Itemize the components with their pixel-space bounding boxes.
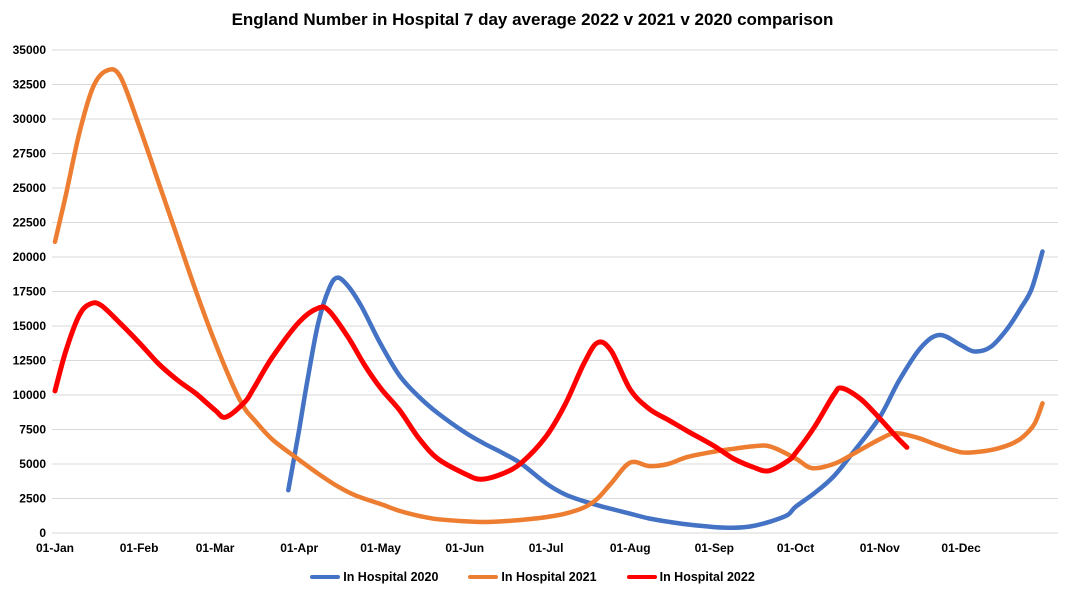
- legend-item-in-hospital-2021: In Hospital 2021: [468, 570, 597, 584]
- line-chart: 0 2500 5000 7500 10000 12500 15000 17500 20000 22…: [13, 43, 1058, 555]
- x-tick-label: 01-Feb: [120, 541, 159, 555]
- y-tick-label: 25000: [13, 181, 47, 195]
- y-tick-label: 10000: [13, 388, 47, 402]
- x-axis-labels: 01-Jan 01-Feb 01-Mar 01-Apr 01-May 01-Jun 01-J…: [36, 541, 981, 555]
- series-line-in-hospital-2021: [52, 66, 1045, 525]
- chart-legend: In Hospital 2020 In Hospital 2021 In Hospi…: [0, 570, 1065, 584]
- y-tick-label: 22500: [13, 216, 47, 230]
- x-tick-label: 01-Jan: [36, 541, 74, 555]
- x-tick-label: 01-Sep: [695, 541, 734, 555]
- legend-label: In Hospital 2021: [501, 570, 597, 584]
- x-tick-label: 01-Apr: [280, 541, 318, 555]
- legend-swatch-icon: [468, 575, 499, 579]
- series-lines: [52, 66, 1045, 531]
- y-tick-label: 20000: [13, 250, 47, 264]
- x-tick-label: 01-Jul: [529, 541, 564, 555]
- x-tick-label: 01-Oct: [777, 541, 814, 555]
- legend-item-in-hospital-2020: In Hospital 2020: [310, 570, 438, 584]
- legend-swatch-icon: [310, 575, 341, 579]
- legend-item-in-hospital-2022: In Hospital 2022: [626, 570, 755, 584]
- x-tick-label: 01-Jun: [445, 541, 484, 555]
- x-tick-label: 01-Nov: [860, 541, 900, 555]
- legend-label: In Hospital 2020: [343, 570, 439, 584]
- x-tick-label: 01-Dec: [941, 541, 981, 555]
- y-axis-labels: 0 2500 5000 7500 10000 12500 15000 17500 20000 22…: [13, 43, 47, 540]
- x-tick-label: 01-May: [360, 541, 401, 555]
- y-tick-label: 0: [39, 526, 46, 540]
- y-tick-label: 30000: [13, 112, 47, 126]
- y-tick-label: 17500: [13, 285, 47, 299]
- chart-title: England Number in Hospital 7 day average…: [231, 10, 834, 29]
- legend-swatch-icon: [626, 575, 657, 579]
- y-tick-label: 12500: [13, 354, 47, 368]
- y-tick-label: 27500: [13, 147, 47, 161]
- y-tick-label: 35000: [13, 43, 47, 57]
- x-tick-label: 01-Aug: [610, 541, 651, 555]
- y-tick-label: 32500: [13, 78, 47, 92]
- y-tick-label: 2500: [19, 492, 46, 506]
- y-tick-label: 7500: [19, 423, 46, 437]
- y-tick-label: 15000: [13, 319, 47, 333]
- legend-label: In Hospital 2022: [659, 570, 755, 584]
- y-tick-label: 5000: [19, 457, 46, 471]
- gridlines: [52, 49, 1058, 534]
- x-tick-label: 01-Mar: [196, 541, 235, 555]
- series-line-in-hospital-2020: [286, 249, 1045, 531]
- series-line-in-hospital-2022: [52, 300, 910, 482]
